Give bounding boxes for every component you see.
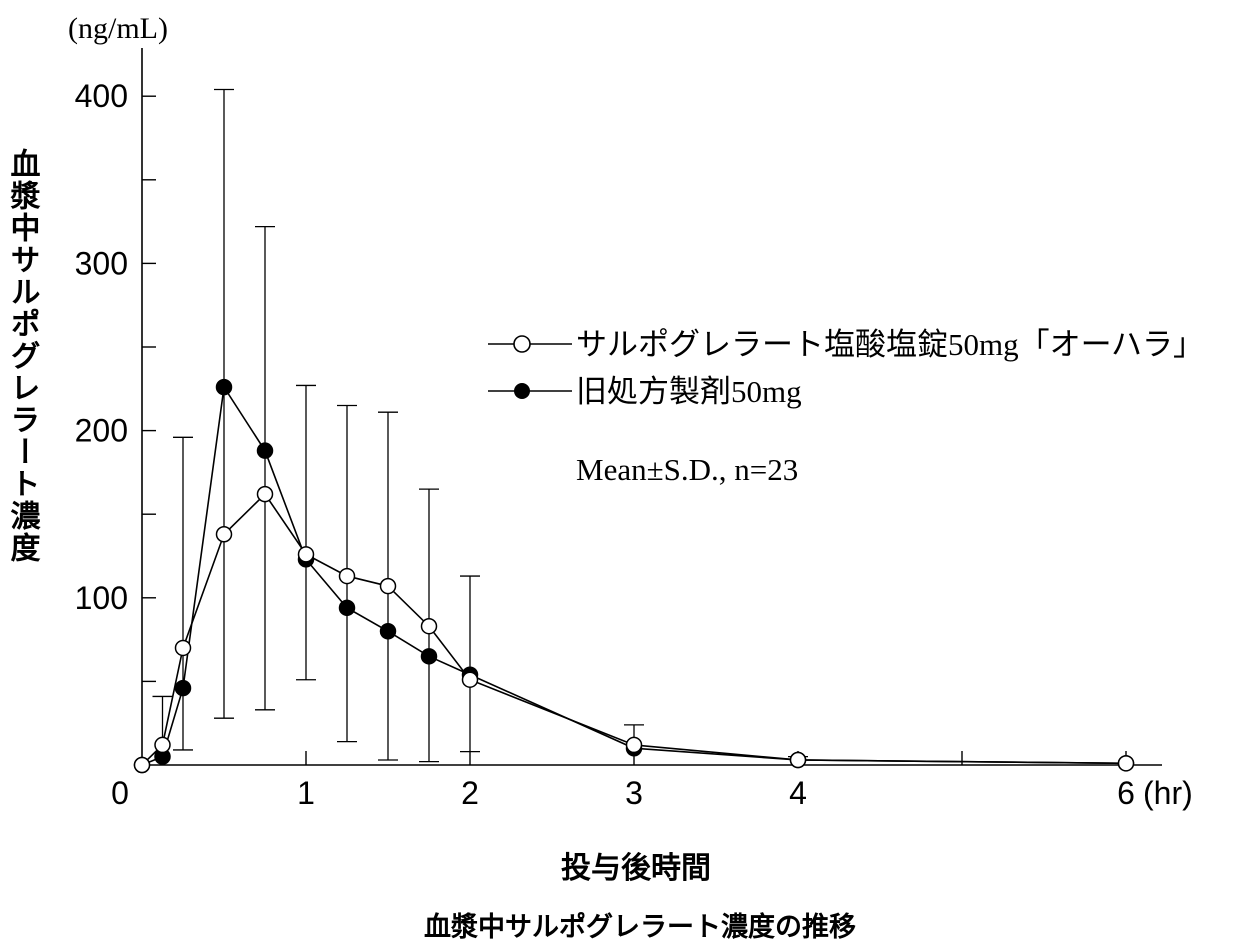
y-axis-unit: (ng/mL) <box>68 12 168 45</box>
legend-marker-reference <box>514 383 530 399</box>
y-tick-label: 400 <box>75 78 128 114</box>
x-tick-label: 0 <box>111 775 129 811</box>
point-test <box>215 526 233 543</box>
point-reference <box>174 679 192 697</box>
x-axis-unit: (hr) <box>1143 775 1193 811</box>
point-test <box>133 756 151 774</box>
legend-label-test: サルポグレラート塩酸塩錠50mg「オーハラ」 <box>576 327 1204 362</box>
legend-marker-test <box>513 335 531 353</box>
point-test <box>338 567 356 585</box>
point-test <box>789 751 807 769</box>
point-reference <box>420 648 438 665</box>
error-bars <box>152 88 808 763</box>
series-points <box>133 378 1135 774</box>
legend-label-reference: 旧処方製剤50mg <box>576 374 802 409</box>
point-test <box>174 639 192 657</box>
point-test <box>256 485 274 503</box>
point-test <box>379 577 397 595</box>
y-tick-label: 300 <box>75 245 128 281</box>
y-axis-label: 血漿中サルポグレラート濃度 <box>5 148 42 564</box>
y-tick-label: 100 <box>75 580 128 616</box>
legend: サルポグレラート塩酸塩錠50mg「オーハラ」 旧処方製剤50mg <box>488 327 1204 409</box>
point-reference <box>379 622 397 640</box>
x-tick-label: 1 <box>297 775 315 811</box>
series-lines <box>141 384 1127 766</box>
y-axis-ticks: 100 200 300 400 <box>75 78 156 683</box>
x-axis-label: 投与後時間 <box>561 851 711 886</box>
series-line-reference <box>141 384 1127 766</box>
point-test <box>154 736 171 754</box>
point-test <box>625 736 643 754</box>
point-test <box>420 617 438 635</box>
x-tick-label: 4 <box>789 775 807 811</box>
y-tick-label: 200 <box>75 413 128 449</box>
point-reference <box>338 599 356 617</box>
point-reference <box>256 442 274 459</box>
point-reference <box>215 378 233 396</box>
point-test <box>461 671 479 688</box>
point-test <box>1117 755 1135 772</box>
point-test <box>297 546 315 563</box>
chart-title: 血漿中サルポグレラート濃度の推移 <box>424 911 856 943</box>
x-tick-label: 6 <box>1117 775 1135 811</box>
stats-annotation: Mean±S.D., n=23 <box>576 452 798 487</box>
x-tick-label: 2 <box>461 775 479 811</box>
x-tick-label: 3 <box>625 775 643 811</box>
x-axis-ticks: 0 1 2 3 4 6 <box>111 751 1135 811</box>
